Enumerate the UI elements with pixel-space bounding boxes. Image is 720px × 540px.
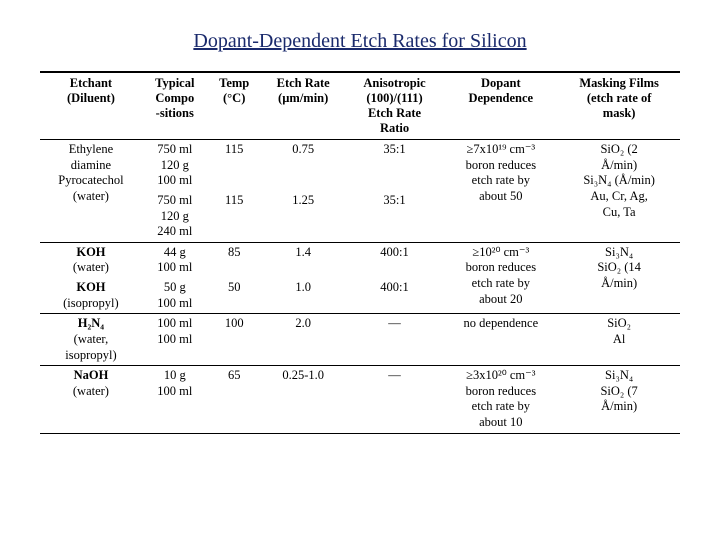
table-header: Etchant (Diluent) Typical Compo -sitions…: [40, 72, 680, 140]
cell-aniso: 400:1: [346, 278, 444, 314]
cell-compo: 100 ml 100 ml: [142, 314, 208, 366]
cell-etchant: H₂N₄ (water, isopropyl): [40, 314, 142, 366]
cell-etchant: KOH (isopropyl): [40, 278, 142, 314]
cell-temp: 115: [208, 191, 261, 242]
cell-aniso: 35:1: [346, 191, 444, 242]
cell-etchant: Ethylene diamine Pyrocatechol (water): [40, 140, 142, 243]
col-dopant: Dopant Dependence: [443, 72, 558, 140]
cell-mask: SiO₂ Al: [558, 314, 680, 366]
table-row: KOH (water) 44 g 100 ml 85 1.4 400:1 ≥10…: [40, 242, 680, 278]
cell-rate: 0.75: [261, 140, 346, 191]
cell-temp: 100: [208, 314, 261, 366]
cell-compo: 50 g 100 ml: [142, 278, 208, 314]
cell-aniso: —: [346, 366, 444, 434]
cell-compo: 10 g 100 ml: [142, 366, 208, 434]
col-anisotropic: Anisotropic (100)/(111) Etch Rate Ratio: [346, 72, 444, 140]
cell-aniso: 35:1: [346, 140, 444, 191]
cell-compo: 750 ml 120 g 240 ml: [142, 191, 208, 242]
cell-dopant: ≥3x10²⁰ cm⁻³ boron reduces etch rate by …: [443, 366, 558, 434]
cell-aniso: 400:1: [346, 242, 444, 278]
cell-compo: 44 g 100 ml: [142, 242, 208, 278]
cell-temp: 50: [208, 278, 261, 314]
table-row: NaOH (water) 10 g 100 ml 65 0.25-1.0 — ≥…: [40, 366, 680, 434]
cell-rate: 1.0: [261, 278, 346, 314]
col-masking: Masking Films (etch rate of mask): [558, 72, 680, 140]
col-compositions: Typical Compo -sitions: [142, 72, 208, 140]
cell-dopant: no dependence: [443, 314, 558, 366]
col-etch-rate: Etch Rate (µm/min): [261, 72, 346, 140]
cell-temp: 85: [208, 242, 261, 278]
cell-dopant: ≥7x10¹⁹ cm⁻³ boron reduces etch rate by …: [443, 140, 558, 243]
cell-mask: Si₃N₄ SiO₂ (7 Å/min): [558, 366, 680, 434]
cell-compo: 750 ml 120 g 100 ml: [142, 140, 208, 191]
cell-etchant: NaOH (water): [40, 366, 142, 434]
col-etchant: Etchant (Diluent): [40, 72, 142, 140]
cell-rate: 1.4: [261, 242, 346, 278]
cell-rate: 1.25: [261, 191, 346, 242]
cell-rate: 0.25-1.0: [261, 366, 346, 434]
cell-temp: 65: [208, 366, 261, 434]
cell-aniso: —: [346, 314, 444, 366]
cell-rate: 2.0: [261, 314, 346, 366]
cell-dopant: ≥10²⁰ cm⁻³ boron reduces etch rate by ab…: [443, 242, 558, 314]
etch-rate-table: Etchant (Diluent) Typical Compo -sitions…: [40, 71, 680, 434]
table-row: H₂N₄ (water, isopropyl) 100 ml 100 ml 10…: [40, 314, 680, 366]
cell-mask: SiO₂ (2 Å/min) Si₃N₄ (Å/min) Au, Cr, Ag,…: [558, 140, 680, 243]
cell-mask: Si₃N₄ SiO₂ (14 Å/min): [558, 242, 680, 314]
cell-temp: 115: [208, 140, 261, 191]
page-title: Dopant-Dependent Etch Rates for Silicon: [40, 30, 680, 53]
col-temp: Temp (°C): [208, 72, 261, 140]
table-row: Ethylene diamine Pyrocatechol (water) 75…: [40, 140, 680, 191]
table-body: Ethylene diamine Pyrocatechol (water) 75…: [40, 140, 680, 434]
cell-etchant: KOH (water): [40, 242, 142, 278]
